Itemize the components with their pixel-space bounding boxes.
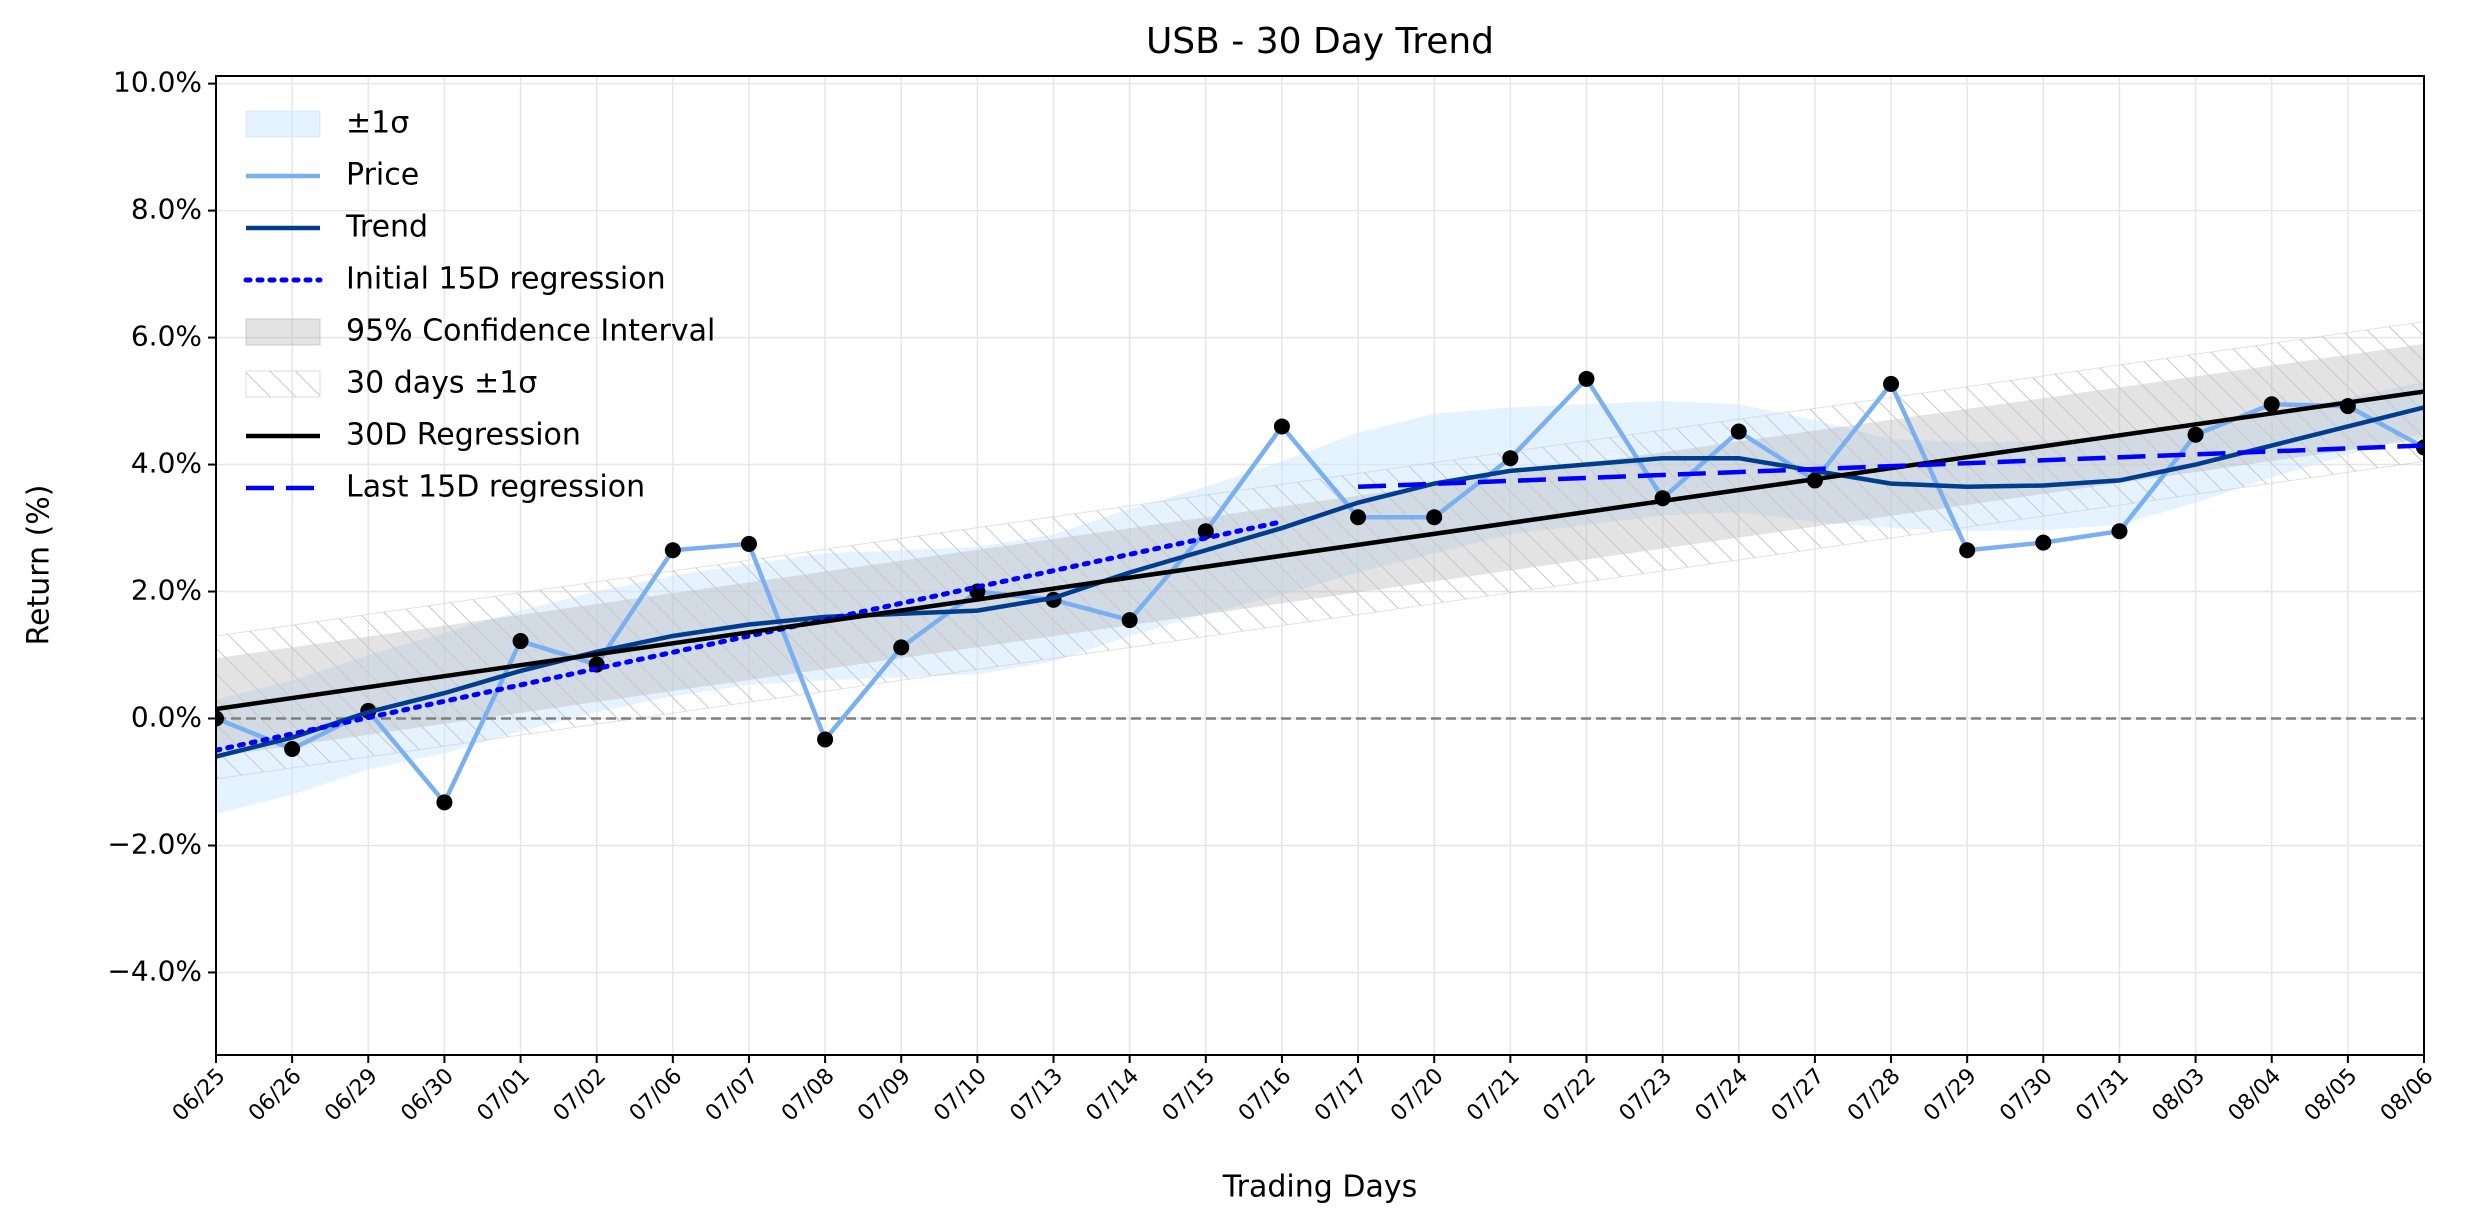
- line: [216, 375, 2424, 807]
- marker: [2111, 523, 2128, 540]
- legend-label: ±1σ: [346, 106, 409, 141]
- y-tick-label: 8.0%: [131, 193, 202, 226]
- marker: [664, 542, 681, 559]
- marker: [2187, 426, 2204, 443]
- legend-swatch: [245, 318, 321, 346]
- line: [216, 389, 2424, 712]
- marker: [1121, 612, 1138, 629]
- legend-label: Price: [346, 158, 419, 193]
- y-axis-label: Return (%): [22, 484, 57, 645]
- x-tick-label: 07/10: [929, 1064, 992, 1127]
- legend-swatch: [245, 110, 321, 138]
- x-tick-label: 07/20: [1386, 1064, 1449, 1127]
- marker: [2035, 534, 2052, 551]
- x-tick-label: 08/04: [2224, 1064, 2287, 1127]
- x-axis-label: Trading Days: [1222, 1170, 1417, 1205]
- x-tick-label: 07/23: [1615, 1064, 1678, 1127]
- legend-label: 30D Regression: [346, 418, 581, 453]
- marker: [284, 740, 301, 757]
- x-tick-label: 07/09: [853, 1064, 916, 1127]
- line: [216, 519, 1285, 753]
- marker: [1273, 418, 1290, 435]
- x-tick-label: 06/25: [168, 1064, 231, 1127]
- marker: [2263, 396, 2280, 413]
- x-tick-label: 07/28: [1843, 1064, 1906, 1127]
- marker: [1730, 423, 1747, 440]
- x-tick-label: 07/17: [1310, 1064, 1373, 1127]
- x-tick-label: 07/02: [549, 1064, 612, 1127]
- x-tick-label: 07/21: [1462, 1064, 1525, 1127]
- x-tick-label: 07/30: [1995, 1064, 2058, 1127]
- x-tick-label: 07/14: [1082, 1064, 1145, 1127]
- y-tick-label: 4.0%: [131, 447, 202, 480]
- legend-label: 95% Confidence Interval: [346, 314, 715, 349]
- y-tick-label: 0.0%: [131, 701, 202, 734]
- legend-label: Last 15D regression: [346, 470, 645, 505]
- x-tick-label: 07/24: [1691, 1064, 1754, 1127]
- legend: ±1σ Price Trend Initial 15D regression 95% C…: [243, 106, 715, 505]
- marker: [436, 794, 453, 811]
- x-tick-label: 07/22: [1538, 1064, 1601, 1127]
- y-tick-label: 6.0%: [131, 320, 202, 353]
- marker: [817, 731, 834, 748]
- x-tick-label: 06/29: [320, 1064, 383, 1127]
- marker: [1883, 375, 1900, 392]
- x-tick-label: 07/06: [625, 1064, 688, 1127]
- marker: [740, 535, 757, 552]
- line: [1357, 443, 2424, 490]
- legend-label: 30 days ±1σ: [346, 366, 537, 401]
- marker: [512, 633, 529, 650]
- marker: [1959, 542, 1976, 559]
- x-tick-label: 07/29: [1919, 1064, 1982, 1127]
- y-tick-label: −2.0%: [107, 827, 202, 860]
- plot-frame: [215, 75, 2425, 1056]
- x-tick-label: 08/06: [2376, 1064, 2439, 1127]
- marker: [216, 710, 224, 727]
- x-tick-label: 07/31: [2071, 1064, 2134, 1127]
- x-tick-label: 07/13: [1005, 1064, 1068, 1127]
- plot-area: [216, 321, 2424, 814]
- x-tick-label: 07/07: [701, 1064, 764, 1127]
- chart-title: USB - 30 Day Trend: [1146, 21, 1494, 62]
- x-tick-label: 08/05: [2300, 1064, 2363, 1127]
- y-tick-label: 2.0%: [131, 574, 202, 607]
- x-tick-label: 08/03: [2148, 1064, 2211, 1127]
- x-tick-label: 06/26: [244, 1064, 307, 1127]
- x-tick-label: 07/01: [473, 1064, 536, 1127]
- marker: [1350, 509, 1367, 526]
- marker: [1502, 450, 1519, 467]
- marker: [1578, 370, 1595, 387]
- y-tick-label: 10.0%: [113, 66, 202, 99]
- marker: [1426, 509, 1443, 526]
- legend-swatch: [245, 370, 321, 398]
- marker: [1197, 523, 1214, 540]
- y-tick-label: −4.0%: [107, 954, 202, 987]
- x-tick-label: 07/27: [1767, 1064, 1830, 1127]
- x-tick-label: 07/15: [1158, 1064, 1221, 1127]
- x-tick-label: 07/08: [777, 1064, 840, 1127]
- marker: [893, 639, 910, 656]
- x-tick-label: 07/16: [1234, 1064, 1297, 1127]
- legend-label: Trend: [345, 210, 428, 245]
- x-tick-label: 06/30: [396, 1064, 459, 1127]
- legend-label: Initial 15D regression: [346, 262, 666, 297]
